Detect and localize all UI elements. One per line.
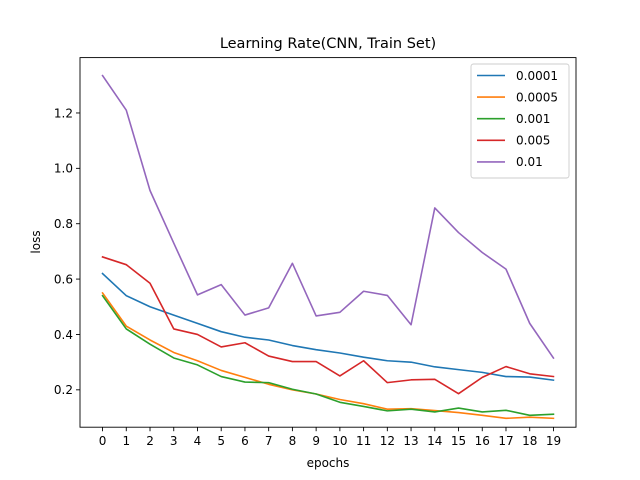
- y-tick-label: 1.0: [54, 162, 73, 176]
- series-line-2: [101, 294, 555, 417]
- x-tick-label: 13: [403, 434, 418, 448]
- x-tick-label: 15: [451, 434, 466, 448]
- series-line-3: [101, 255, 555, 395]
- y-axis: 0.2 0.4 0.6 0.8 1.0 1.2: [54, 106, 80, 397]
- x-axis-label: epochs: [307, 456, 350, 470]
- x-axis: 0 1 2 3 4 5 6 7 8 9 10 11 12 13 14 15 16 17 18 19: [99, 427, 561, 448]
- legend-label: 0.0001: [516, 69, 558, 83]
- x-tick-label: 18: [522, 434, 537, 448]
- series-line-1: [101, 291, 555, 420]
- y-tick-label: 0.8: [54, 217, 73, 231]
- x-tick-label: 10: [332, 434, 347, 448]
- y-tick-label: 1.2: [54, 106, 73, 120]
- x-tick-label: 8: [289, 434, 297, 448]
- y-tick-label: 0.2: [54, 383, 73, 397]
- x-tick-label: 4: [194, 434, 202, 448]
- legend-label: 0.0005: [516, 90, 558, 104]
- x-tick-label: 14: [427, 434, 442, 448]
- x-tick-label: 11: [356, 434, 371, 448]
- y-tick-label: 0.6: [54, 272, 73, 286]
- y-tick-label: 0.4: [54, 328, 73, 342]
- x-tick-label: 17: [498, 434, 513, 448]
- legend-label: 0.01: [516, 155, 543, 169]
- series-layer: [101, 74, 555, 420]
- x-tick-label: 7: [265, 434, 273, 448]
- x-tick-label: 9: [312, 434, 320, 448]
- x-tick-label: 6: [241, 434, 249, 448]
- legend-label: 0.005: [516, 134, 550, 148]
- x-tick-label: 1: [122, 434, 130, 448]
- x-tick-label: 5: [217, 434, 225, 448]
- series-line-0: [101, 272, 555, 382]
- x-tick-label: 19: [546, 434, 561, 448]
- chart-title: Learning Rate(CNN, Train Set): [220, 36, 436, 52]
- series-line-4: [101, 74, 555, 360]
- legend-label: 0.001: [516, 112, 550, 126]
- x-tick-label: 12: [380, 434, 395, 448]
- x-tick-label: 3: [170, 434, 178, 448]
- legend: 0.0001 0.0005 0.001 0.005 0.01: [470, 63, 570, 179]
- y-axis-label: loss: [29, 230, 43, 253]
- x-tick-label: 2: [146, 434, 154, 448]
- x-tick-label: 16: [475, 434, 490, 448]
- plot-frame: [79, 57, 577, 428]
- x-tick-label: 0: [99, 434, 107, 448]
- legend-box: [470, 63, 570, 179]
